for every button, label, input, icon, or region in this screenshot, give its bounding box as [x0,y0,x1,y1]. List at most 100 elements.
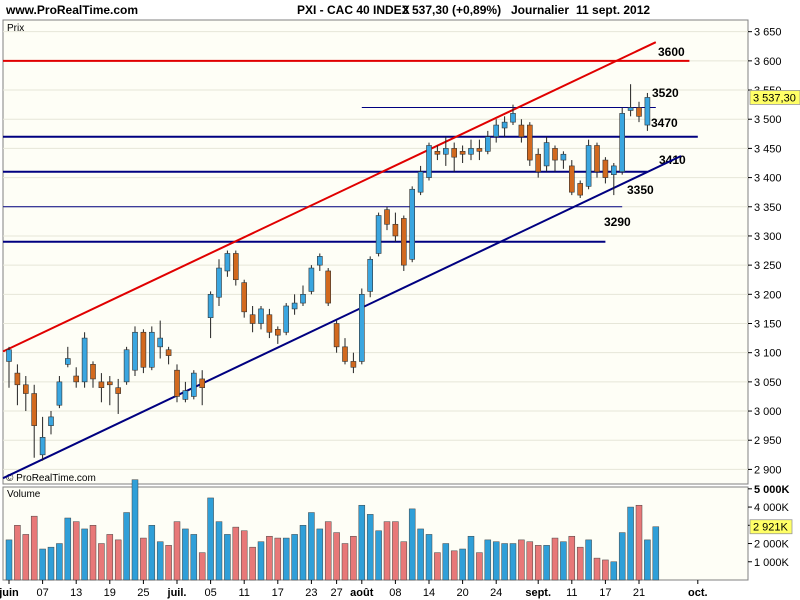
candle-body [157,337,163,348]
candle-body [22,384,29,394]
candle-body [283,305,290,333]
volume-bar [375,530,382,581]
volume-bar [81,528,88,581]
volume-bar [476,552,483,581]
volume-bar [114,539,122,581]
volume-bar [316,528,324,581]
candle-body [442,148,449,155]
x-tick-label: 07 [36,587,48,599]
candle-body [241,282,247,313]
volume-bar [534,545,542,581]
volume-bar [568,535,576,581]
candle-body [6,349,12,362]
candle-body [392,223,399,237]
candle-body [207,294,214,318]
candle-body [249,314,256,324]
price-tick-label: 3 600 [754,56,782,68]
volume-bar [366,514,374,581]
volume-bar [417,528,424,581]
x-tick-label: août [350,587,374,599]
volume-bar [72,521,80,581]
candle-body [417,171,424,193]
volume-bar [215,521,223,581]
price-tick-label: 3 250 [754,260,782,272]
candle-body [367,258,374,292]
volume-bar [39,548,46,581]
watermark: © ProRealTime.com [6,473,96,484]
volume-bar [350,535,357,581]
volume-bar [652,526,660,581]
last-price: 3 537,30 (+0,89%) [402,3,501,17]
candle-body [636,107,642,117]
price-tick-label: 3 650 [754,27,782,39]
x-tick-label: juin [0,587,19,599]
candle-body [56,381,63,406]
level-label-3600: 3600 [658,45,685,59]
volume-bar [224,534,231,581]
candle-body [274,329,281,336]
candle-body [400,218,407,266]
volume-bar [442,543,450,581]
candle-body [14,372,21,386]
candle-body [291,302,298,310]
volume-bar [232,526,240,581]
volume-bar [610,561,618,581]
volume-bar [467,535,475,581]
volume-bar [14,525,21,581]
volume-bar [425,534,433,581]
volume-bar [593,557,601,581]
candle-body [552,148,558,161]
candle-body [459,151,466,155]
candle-body [577,183,584,196]
price-tick-label: 3 200 [754,289,782,301]
volume-bar [274,537,282,581]
price-tick-label: 3 450 [754,143,782,155]
x-tick-label: 20 [456,587,468,599]
candle-body [342,346,348,362]
price-tick-label: 3 050 [754,377,782,389]
volume-bar [644,539,651,581]
candle-body [451,148,458,158]
candle-body [426,145,432,178]
candle-body [434,151,441,155]
candle-body [308,267,315,292]
x-tick-label: oct. [688,587,708,599]
candle-body [316,256,323,266]
volume-bar [324,521,332,581]
candle-body [627,107,634,111]
volume-bar [627,506,634,581]
candle-body [333,323,340,348]
volume-bar [383,521,391,581]
volume-bar [618,532,626,581]
volume-bar [635,504,643,581]
candle-body [182,390,189,400]
level-label-3290: 3290 [604,215,631,229]
volume-bar [518,539,525,581]
volume-tick-label: 4 000K [754,502,790,514]
candle-body [216,267,222,298]
volume-bar [576,546,584,581]
current-price-label: 3 537,30 [753,92,796,104]
x-tick-label: 14 [423,587,435,599]
candle-body [594,145,600,173]
volume-bar [341,543,349,581]
candle-body [619,113,626,173]
volume-bar [182,528,189,581]
x-tick-label: sept. [525,587,551,599]
volume-bar [249,546,256,581]
current-price-badge [749,90,800,105]
volume-panel-label: Volume [7,489,41,500]
volume-bar [56,543,63,581]
volume-tick-label: 5 000K [754,484,790,496]
volume-bar [47,546,55,581]
volume-bar [106,534,114,581]
price-tick-label: 3 300 [754,231,782,243]
candle-body [132,331,138,371]
volume-bar [492,541,500,581]
volume-bar [30,515,38,581]
candle-body [476,148,483,152]
volume-bar [526,541,534,581]
candle-body [90,364,96,380]
volume-bar [509,543,517,581]
